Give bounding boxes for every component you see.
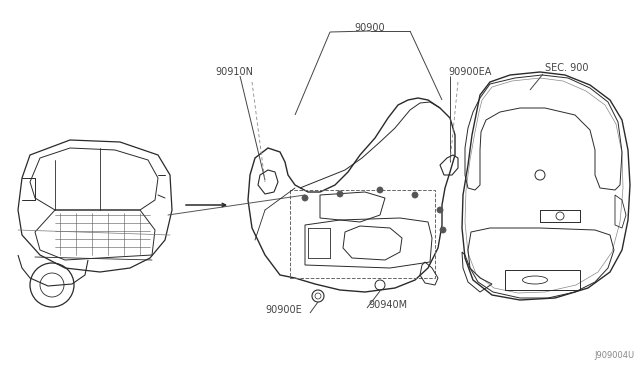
Text: 90900: 90900 [355,23,385,33]
Text: SEC. 900: SEC. 900 [545,63,589,73]
Text: 90940M: 90940M [368,300,407,310]
Circle shape [302,195,308,201]
Text: 90900E: 90900E [265,305,301,315]
Text: 90900EA: 90900EA [448,67,492,77]
Circle shape [377,187,383,193]
Circle shape [437,207,443,213]
Circle shape [440,227,446,233]
Circle shape [412,192,418,198]
Text: 90910N: 90910N [215,67,253,77]
Circle shape [337,191,343,197]
Text: J909004U: J909004U [595,351,635,360]
